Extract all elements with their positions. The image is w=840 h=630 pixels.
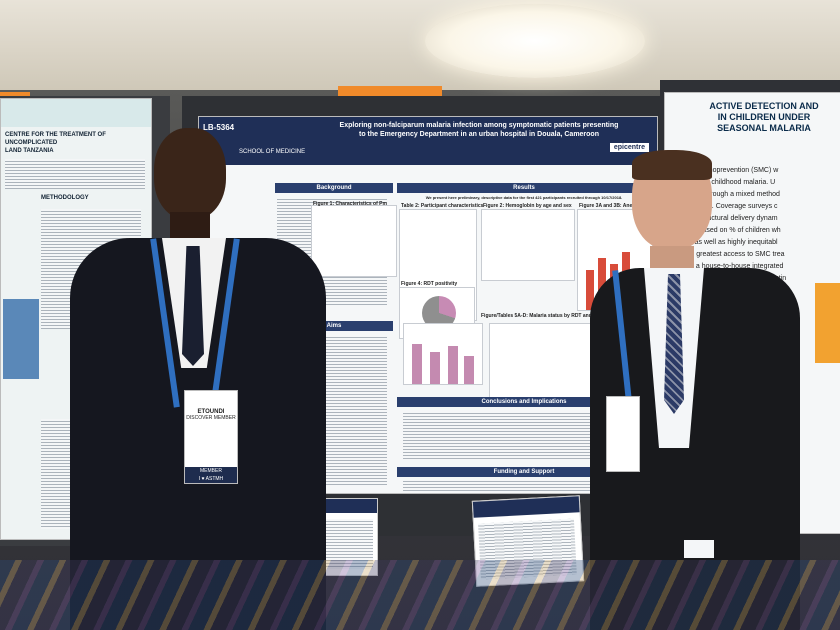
figure-4-label: Figure 4: RDT positivity <box>401 281 458 287</box>
right-presenter-tie <box>664 274 684 414</box>
ceiling <box>0 0 840 90</box>
badge-org: DISCOVER MEMBER <box>186 415 236 421</box>
table-2-label: Table 2: Participant characteristics <box>401 203 484 209</box>
right-presenter <box>580 150 800 630</box>
left-presenter: ETOUNDI DISCOVER MEMBER MEMBER I ♥ ASTMH <box>70 128 326 630</box>
ceiling-light <box>425 4 645 78</box>
poster-title-line1: Exploring non-falciparum malaria infecti… <box>339 122 619 129</box>
left-presenter-tie <box>182 246 204 366</box>
right-presenter-cuff <box>684 540 714 558</box>
figure-1-label: Figure 1: Characteristics of Pm <box>313 201 387 207</box>
figure-5a <box>403 323 483 385</box>
poster-title-line2: to the Emergency Department in an urban … <box>359 131 599 138</box>
figure-2-label: Figure 2: Hemoglobin by age and sex <box>483 203 572 209</box>
left-presenter-head <box>154 128 226 220</box>
school-label: SCHOOL OF MEDICINE <box>239 149 306 155</box>
figure-2 <box>481 209 575 281</box>
left-poster-methodology: METHODOLOGY <box>41 195 89 201</box>
section-results: Results <box>397 183 651 193</box>
main-poster-header: LB-5364 Exploring non-falciparum malaria… <box>199 117 657 165</box>
badge-member-footer: MEMBER I ♥ ASTMH <box>185 467 237 483</box>
figure-5-label: Figure/Tables 5A-D: Malaria status by RD… <box>481 313 622 319</box>
section-funding: Funding and Support <box>397 467 651 477</box>
section-aims: Aims <box>275 321 393 331</box>
right-name-badge <box>606 396 640 472</box>
results-intro: We present here preliminary, descriptive… <box>425 195 623 200</box>
poster-title: Exploring non-falciparum malaria infecti… <box>279 121 657 139</box>
figure-1 <box>311 205 397 277</box>
section-background: Background <box>275 183 393 193</box>
epicentre-logo: epicentre <box>609 143 649 152</box>
carpet <box>0 560 840 630</box>
figure-3-label: Figure 3A and 3B: Anemia <box>579 203 641 209</box>
right-poster-title: ACTIVE DETECTION AND IN CHILDREN UNDER S… <box>709 101 819 133</box>
poster-id: LB-5364 <box>203 123 235 132</box>
left-name-badge: ETOUNDI DISCOVER MEMBER MEMBER I ♥ ASTMH <box>184 390 238 484</box>
left-poster-title: CENTRE FOR THE TREATMENT OF UNCOMPLICATE… <box>5 132 106 154</box>
section-conclusions: Conclusions and Implications <box>397 397 651 407</box>
badge-name: ETOUNDI <box>197 409 225 415</box>
